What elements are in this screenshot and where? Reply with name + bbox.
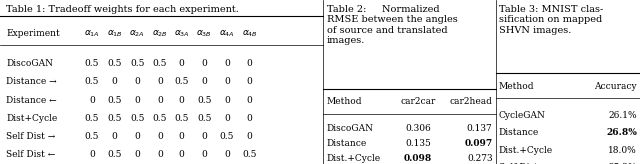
Text: 0: 0: [224, 60, 230, 68]
Text: Table 3: MNIST clas-
sification on mapped
SHVN images.: Table 3: MNIST clas- sification on mappe…: [499, 5, 603, 35]
Text: 0.306: 0.306: [405, 124, 431, 133]
Text: 0.5: 0.5: [197, 96, 211, 104]
Text: Distance: Distance: [326, 139, 367, 148]
Text: 0.137: 0.137: [467, 124, 493, 133]
Text: 0: 0: [112, 78, 118, 86]
Text: Self Dist →: Self Dist →: [6, 132, 56, 141]
Text: 0.097: 0.097: [465, 139, 493, 148]
Text: 0.5: 0.5: [153, 114, 167, 123]
Text: 0: 0: [179, 132, 184, 141]
Text: 0: 0: [89, 96, 95, 104]
Text: Experiment: Experiment: [6, 29, 60, 38]
Text: 0.5: 0.5: [85, 132, 99, 141]
Text: $\alpha_{2B}$: $\alpha_{2B}$: [152, 28, 168, 39]
Text: 0.5: 0.5: [243, 150, 257, 159]
Text: Self Dist.: Self Dist.: [499, 163, 541, 164]
Text: 0: 0: [179, 60, 184, 68]
Text: 0: 0: [134, 96, 140, 104]
Text: $\alpha_{3A}$: $\alpha_{3A}$: [173, 28, 189, 39]
Text: CycleGAN: CycleGAN: [499, 111, 546, 120]
Text: Table 2:     Normalized
RMSE between the angles
of source and translated
images.: Table 2: Normalized RMSE between the ang…: [326, 5, 458, 45]
Text: car2car: car2car: [401, 97, 436, 106]
Text: 0: 0: [134, 132, 140, 141]
Text: 0: 0: [179, 96, 184, 104]
Text: 0: 0: [89, 150, 95, 159]
Text: Distance: Distance: [499, 128, 539, 137]
Text: Distance ←: Distance ←: [6, 96, 57, 104]
Text: 0: 0: [246, 60, 252, 68]
Text: 0: 0: [134, 78, 140, 86]
Text: Distance →: Distance →: [6, 78, 57, 86]
Text: 0.5: 0.5: [197, 114, 211, 123]
Text: 0: 0: [224, 114, 230, 123]
Text: Table 1: Tradeoff weights for each experiment.: Table 1: Tradeoff weights for each exper…: [6, 5, 239, 14]
Text: 0.5: 0.5: [85, 114, 99, 123]
Text: 0.5: 0.5: [174, 114, 189, 123]
Text: 0.5: 0.5: [85, 60, 99, 68]
Text: 0.5: 0.5: [174, 78, 189, 86]
Text: 0: 0: [157, 78, 163, 86]
Text: Dist+Cycle: Dist+Cycle: [6, 114, 58, 123]
Text: 0: 0: [224, 78, 230, 86]
Text: $\alpha_{3B}$: $\alpha_{3B}$: [196, 28, 212, 39]
Text: 0: 0: [224, 150, 230, 159]
Text: 0: 0: [157, 150, 163, 159]
Text: 0: 0: [202, 60, 207, 68]
Text: $\alpha_{4B}$: $\alpha_{4B}$: [241, 28, 257, 39]
Text: 26.1%: 26.1%: [609, 111, 637, 120]
Text: DiscoGAN: DiscoGAN: [326, 124, 374, 133]
Text: 0: 0: [179, 150, 184, 159]
Text: 0.5: 0.5: [108, 60, 122, 68]
Text: 0.5: 0.5: [220, 132, 234, 141]
Text: Dist.+Cycle: Dist.+Cycle: [326, 154, 381, 163]
Text: DiscoGAN: DiscoGAN: [6, 60, 54, 68]
Text: 0.098: 0.098: [404, 154, 433, 163]
Text: 25.2%: 25.2%: [609, 163, 637, 164]
Text: 0: 0: [134, 150, 140, 159]
Text: Self Dist ←: Self Dist ←: [6, 150, 56, 159]
Text: 0: 0: [202, 78, 207, 86]
Text: 0: 0: [202, 132, 207, 141]
Text: $\alpha_{1A}$: $\alpha_{1A}$: [84, 28, 100, 39]
Text: $\alpha_{4A}$: $\alpha_{4A}$: [219, 28, 235, 39]
Text: 0: 0: [224, 96, 230, 104]
Text: $\alpha_{2A}$: $\alpha_{2A}$: [129, 28, 145, 39]
Text: 0: 0: [246, 114, 252, 123]
Text: 0.5: 0.5: [108, 150, 122, 159]
Text: 0.5: 0.5: [130, 114, 145, 123]
Text: 0.5: 0.5: [85, 78, 99, 86]
Text: 0.5: 0.5: [108, 114, 122, 123]
Text: car2head: car2head: [450, 97, 493, 106]
Text: Accuracy: Accuracy: [595, 82, 637, 91]
Text: 0: 0: [157, 132, 163, 141]
Text: 0.5: 0.5: [153, 60, 167, 68]
Text: Dist.+Cycle: Dist.+Cycle: [499, 146, 553, 154]
Text: 18.0%: 18.0%: [609, 146, 637, 154]
Text: 0.5: 0.5: [130, 60, 145, 68]
Text: 0: 0: [157, 96, 163, 104]
Text: Method: Method: [326, 97, 362, 106]
Text: 0: 0: [112, 132, 118, 141]
Text: Method: Method: [499, 82, 534, 91]
Text: 0.5: 0.5: [108, 96, 122, 104]
Text: 0: 0: [202, 150, 207, 159]
Text: 26.8%: 26.8%: [606, 128, 637, 137]
Text: $\alpha_{1B}$: $\alpha_{1B}$: [107, 28, 123, 39]
Text: 0: 0: [246, 132, 252, 141]
Text: 0: 0: [246, 96, 252, 104]
Text: 0: 0: [246, 78, 252, 86]
Text: 0.135: 0.135: [405, 139, 431, 148]
Text: 0.273: 0.273: [467, 154, 493, 163]
